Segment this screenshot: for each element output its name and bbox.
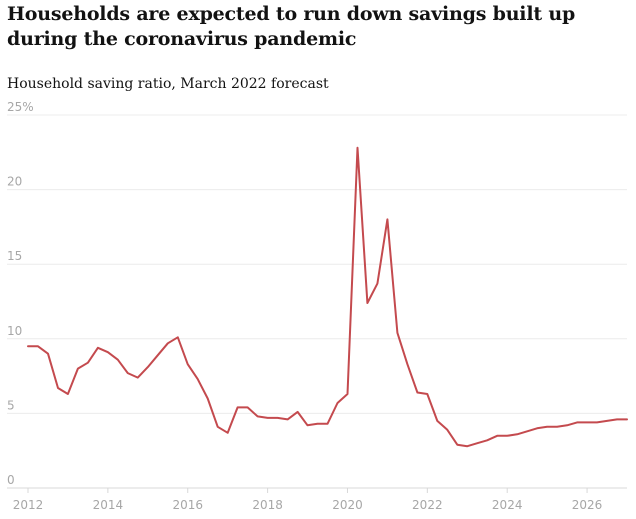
y-tick-label: 15 (7, 249, 22, 263)
y-tick-label: 20 (7, 175, 22, 189)
chart-subtitle: Household saving ratio, March 2022 forec… (7, 76, 329, 92)
y-tick-label: 0 (7, 473, 15, 487)
x-axis-ticks: 2012 2014 2016 2018 2020 2022 2024 2026 (13, 488, 603, 512)
x-tick-label: 2012 (13, 498, 44, 512)
series-group (27, 146, 628, 448)
x-tick-label: 2020 (332, 498, 363, 512)
x-tick-label: 2024 (492, 498, 523, 512)
x-tick-label: 2026 (572, 498, 603, 512)
y-tick-label: 10 (7, 324, 22, 338)
x-tick-label: 2018 (252, 498, 283, 512)
grid-lines (7, 114, 627, 489)
y-tick-label: 5 (7, 398, 15, 412)
chart-title: Households are expected to run down savi… (7, 3, 576, 50)
x-tick-label: 2022 (412, 498, 443, 512)
y-tick-label: 25% (7, 100, 34, 114)
x-tick-label: 2016 (172, 498, 203, 512)
y-axis-ticks: 0 5 10 15 20 25% (7, 100, 34, 487)
series-line-0 (27, 146, 628, 448)
x-tick-label: 2014 (93, 498, 124, 512)
